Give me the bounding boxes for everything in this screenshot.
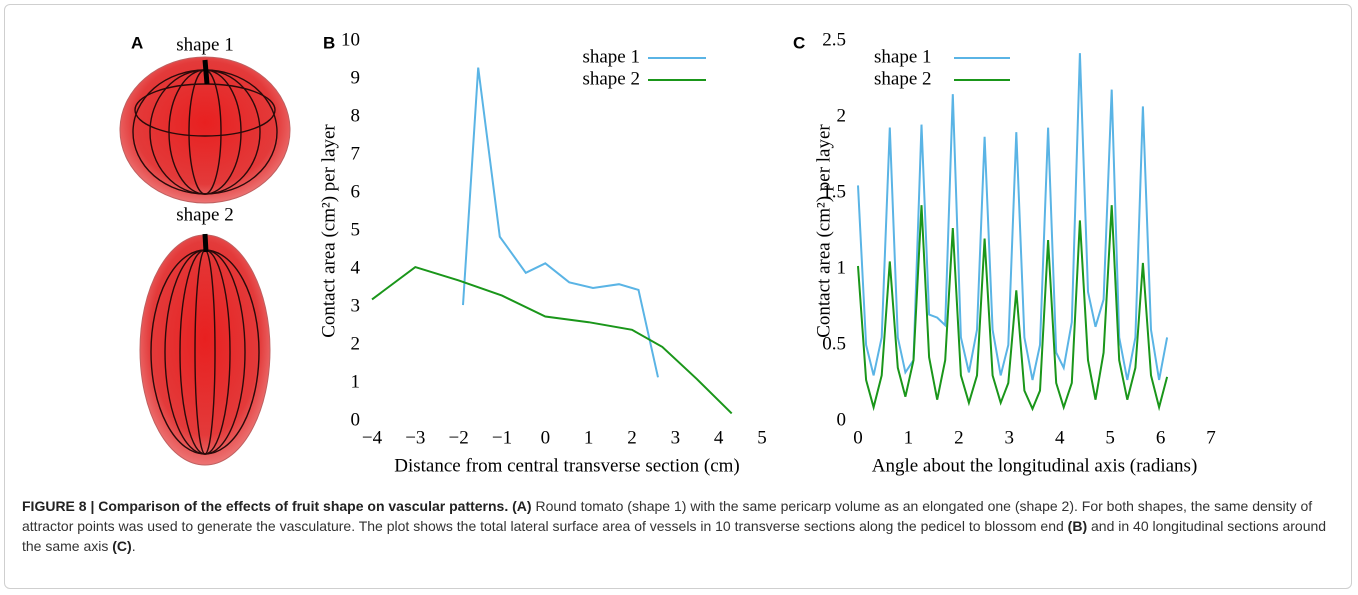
panel-label: C [793,33,805,52]
x-tick-label: −1 [492,427,512,448]
caption-text: . [131,538,136,554]
y-tick-label: 2 [837,105,847,126]
x-tick-label: 7 [1206,427,1216,448]
y-axis-label: Contact area (cm²) per layer [813,124,834,338]
x-tick-label: 1 [584,427,594,448]
caption-ref: (C) [112,538,132,554]
x-tick-label: −2 [449,427,469,448]
y-tick-label: 1 [351,371,361,392]
y-tick-label: 8 [351,105,361,126]
x-tick-label: 6 [1156,427,1166,448]
plots: A shape 1 shape 2 −4 −3 −2 −1 0 1 2 3 4 5 0 1 2 3 4 5 6 7… [119,29,1216,476]
x-tick-label: 3 [671,427,681,448]
x-tick-label: 4 [714,427,724,448]
x-tick-label: 4 [1055,427,1065,448]
x-tick-label: 5 [1105,427,1115,448]
y-tick-label: 5 [351,219,361,240]
y-tick-label: 3 [351,295,361,316]
series-line [857,53,1169,381]
caption-text: and in 40 longitudinal sections around t… [22,518,1327,554]
tomato-elongated [139,233,271,466]
shape-label: shape 2 [176,204,234,225]
series-line [371,265,733,415]
x-tick-label: 5 [757,427,767,448]
y-tick-label: 10 [341,29,360,50]
x-axis-label: Angle about the longitudinal axis (radia… [872,455,1198,476]
x-tick-label: 2 [627,427,637,448]
x-tick-label: 3 [1005,427,1015,448]
legend-label: shape 1 [582,46,640,67]
y-tick-label: 1 [837,257,847,278]
y-tick-label: 0 [351,409,361,430]
y-tick-label: 2 [351,333,361,354]
x-tick-label: 2 [954,427,964,448]
x-tick-label: −3 [405,427,425,448]
series-line [462,67,659,378]
caption-ref: (A) [512,498,532,514]
x-axis-label: Distance from central transverse section… [394,455,740,476]
y-tick-label: 1.5 [822,181,846,202]
panel-label: B [323,33,335,52]
tomato-round [119,56,291,204]
caption-title: FIGURE 8 | Comparison of the effects of … [22,498,509,514]
y-tick-label: 6 [351,181,361,202]
panel-label: A [131,33,143,52]
x-tick-label: 0 [853,427,863,448]
caption: FIGURE 8 | Comparison of the effects of … [22,496,1342,556]
series-line [857,205,1169,412]
legend-label: shape 2 [582,68,640,89]
y-tick-label: 0.5 [822,333,846,354]
x-tick-label: −4 [362,427,383,448]
caption-text: Round tomato (shape 1) with the same per… [22,498,1313,534]
x-tick-label: 1 [904,427,914,448]
caption-ref: (B) [1067,518,1088,534]
y-tick-label: 4 [351,257,361,278]
legend-label: shape 2 [874,68,932,89]
legend-label: shape 1 [874,46,932,67]
y-axis-label: Contact area (cm²) per layer [318,124,339,338]
y-tick-label: 9 [351,67,361,88]
x-tick-label: 0 [541,427,551,448]
y-tick-label: 0 [837,409,847,430]
figure-frame [4,4,1352,589]
shape-label: shape 1 [176,34,234,55]
y-tick-label: 2.5 [822,29,846,50]
y-tick-label: 7 [351,143,361,164]
